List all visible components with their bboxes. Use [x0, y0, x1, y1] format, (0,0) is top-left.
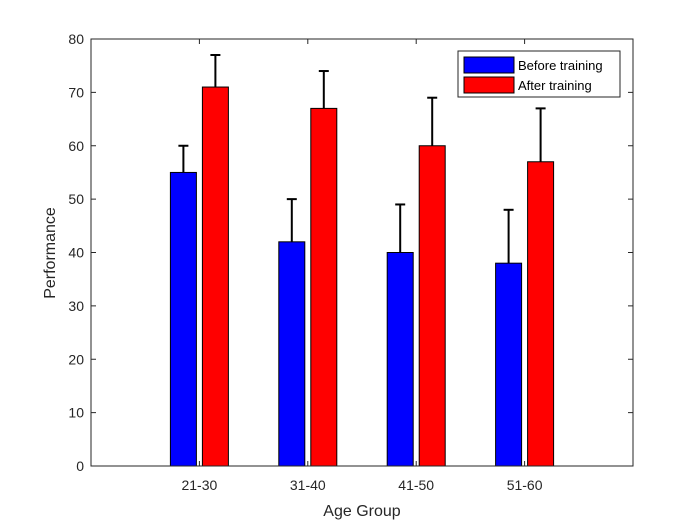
y-tick-label: 80 — [68, 31, 84, 47]
legend-label-after: After training — [518, 78, 592, 93]
y-tick-label: 30 — [68, 298, 84, 314]
bar-after-21-30 — [201, 86, 229, 467]
legend-swatch-before — [463, 56, 515, 74]
x-tick-label: 41-50 — [398, 477, 434, 493]
y-tick-label: 50 — [68, 191, 84, 207]
bar-before-31-40 — [278, 241, 306, 467]
y-tick-label: 60 — [68, 138, 84, 154]
y-tick-label: 20 — [68, 351, 84, 367]
legend-swatch-after — [463, 76, 515, 94]
bar-before-51-60 — [495, 262, 523, 467]
legend-label-before: Before training — [518, 58, 603, 73]
y-tick-label: 70 — [68, 84, 84, 100]
y-tick-label: 40 — [68, 245, 84, 261]
axis-ticks: 0 10 20 30 40 50 60 70 80 21-30 31-40 41-50 51-60 — [68, 31, 633, 493]
x-tick-label: 21-30 — [181, 477, 217, 493]
y-tick-label: 0 — [76, 458, 84, 474]
x-tick-label: 51-60 — [507, 477, 543, 493]
x-axis-label: Age Group — [323, 503, 400, 520]
bar-after-31-40 — [310, 107, 338, 467]
bar-before-41-50 — [386, 252, 414, 467]
y-axis-label: Performance — [42, 207, 59, 299]
bar-after-51-60 — [527, 161, 555, 467]
y-tick-label: 10 — [68, 405, 84, 421]
chart-marks — [169, 54, 555, 467]
bar-after-41-50 — [418, 145, 446, 467]
bar-before-21-30 — [169, 171, 197, 467]
x-tick-label: 31-40 — [290, 477, 326, 493]
legend: Before training After training — [457, 50, 621, 98]
